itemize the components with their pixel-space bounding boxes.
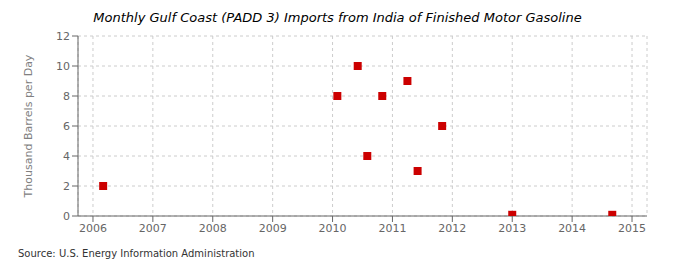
- svg-text:2011: 2011: [378, 222, 406, 235]
- svg-text:2006: 2006: [79, 222, 107, 235]
- svg-text:4: 4: [63, 150, 70, 163]
- svg-text:8: 8: [63, 90, 70, 103]
- svg-text:2013: 2013: [498, 222, 526, 235]
- svg-text:12: 12: [56, 30, 70, 43]
- svg-text:2010: 2010: [319, 222, 347, 235]
- html-text:Source: U.S. Energy Informatio: Source: U.S. Energy Information Administ…: [18, 248, 255, 259]
- html-text:Monthly Gulf Coast (PADD 3) Im: Monthly Gulf Coast (PADD 3) Imports from…: [93, 10, 582, 25]
- svg-text:10: 10: [56, 60, 70, 73]
- svg-text:2009: 2009: [259, 222, 287, 235]
- svg-text:2014: 2014: [558, 222, 586, 235]
- svg-text:2007: 2007: [139, 222, 167, 235]
- svg-text:2008: 2008: [199, 222, 227, 235]
- svg-text:6: 6: [63, 120, 70, 133]
- svg-text:Thousand Barrels per Day: Thousand Barrels per Day: [22, 54, 35, 198]
- svg-text:2015: 2015: [618, 222, 646, 235]
- svg-text:0: 0: [63, 210, 70, 223]
- svg-text:2012: 2012: [438, 222, 466, 235]
- svg-text:2: 2: [63, 180, 70, 193]
